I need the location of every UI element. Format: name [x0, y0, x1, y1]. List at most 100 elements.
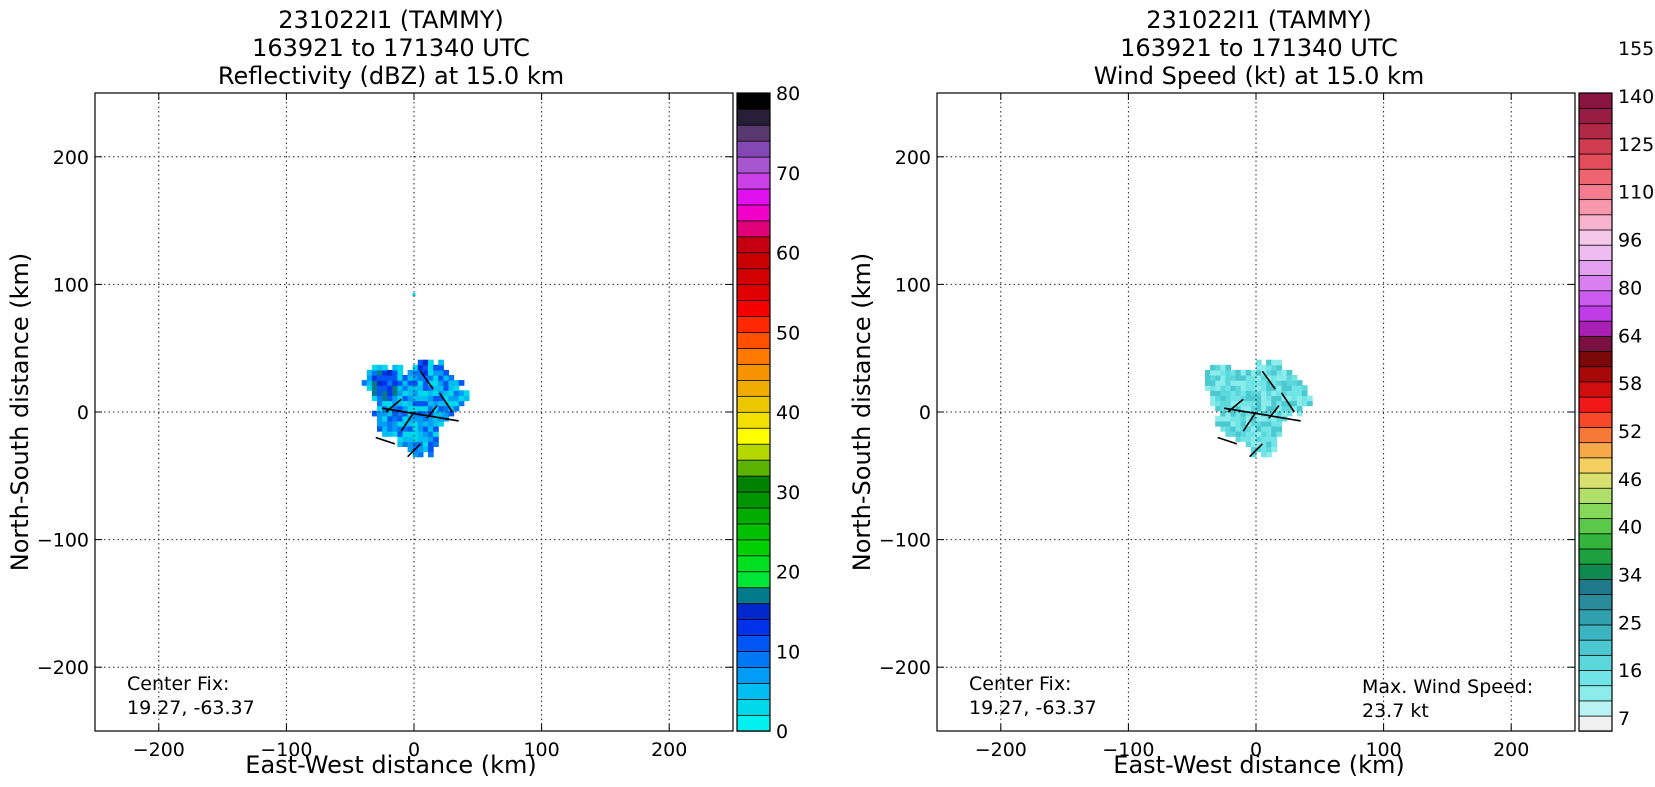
echo-cell — [1276, 415, 1283, 422]
echo-cell — [1256, 375, 1262, 381]
echo-cell — [1256, 436, 1262, 442]
x-tick-label: 200 — [651, 739, 687, 761]
echo-cell — [382, 410, 388, 417]
x-tick-label: 0 — [1250, 739, 1262, 761]
echo-cell — [433, 369, 439, 376]
wind-speed-plot-area: −200 −100 0 100 200 −200 −100 0 100 200 — [879, 92, 1576, 761]
echo-cell — [417, 436, 424, 442]
echo-cell — [392, 395, 398, 402]
echo-cell — [1266, 405, 1272, 412]
echo-cell — [1256, 385, 1262, 391]
echo-cell — [438, 369, 444, 376]
colorbar-bin — [736, 698, 771, 716]
echo-cell — [1220, 369, 1226, 376]
echo-cell — [433, 441, 439, 447]
echo-cell — [392, 390, 398, 396]
colorbar-tick-label: 20 — [776, 562, 800, 584]
x-tick-label: 100 — [1365, 739, 1401, 761]
echo-cell — [417, 431, 424, 437]
colorbar-bin — [1578, 472, 1613, 489]
echo-cell — [1261, 380, 1267, 386]
echo-cell — [1240, 415, 1247, 422]
echo-cell — [1230, 431, 1237, 437]
echo-cell — [1281, 375, 1288, 381]
echo-cell — [392, 420, 398, 427]
echo-cell — [1291, 405, 1298, 412]
echo-cell — [366, 369, 373, 376]
y-tick-label: 0 — [919, 402, 931, 424]
echo-cell — [1230, 415, 1237, 422]
colorbar-bin — [736, 108, 771, 126]
echo-cell — [402, 410, 409, 417]
echo-cell — [1220, 420, 1226, 427]
echo-cell — [443, 385, 449, 391]
echo-cell — [417, 451, 424, 458]
echo-cell — [1276, 410, 1283, 417]
echo-cell — [397, 369, 404, 376]
echo-cell — [392, 410, 398, 417]
wind-barb — [407, 443, 421, 458]
echo-cell — [428, 375, 434, 381]
echo-cell — [1256, 390, 1262, 396]
echo-cell — [1291, 385, 1298, 391]
echo-cell — [412, 420, 419, 427]
echo-cell — [1266, 441, 1272, 447]
echo-cell — [1240, 400, 1247, 407]
echo-cell — [1281, 369, 1288, 376]
echo-cell — [412, 369, 419, 376]
echo-cell — [407, 375, 414, 381]
echo-cell — [1210, 400, 1216, 407]
colorbar-bin — [736, 92, 771, 110]
echo-cell — [1230, 395, 1237, 402]
echo-cell — [382, 385, 388, 391]
echo-cell — [1291, 400, 1298, 407]
echo-cell — [366, 375, 373, 381]
echo-cell — [422, 380, 429, 386]
echo-cell — [1276, 390, 1283, 396]
echo-cell — [377, 369, 383, 376]
echo-cell — [1235, 385, 1242, 391]
echo-cell — [397, 426, 404, 432]
echo-cell — [1256, 364, 1262, 371]
echo-cell — [1245, 431, 1252, 437]
echo-cell — [1250, 415, 1257, 422]
echo-cell — [1271, 446, 1277, 453]
x-axis-label: East-West distance (km) — [245, 751, 536, 779]
colorbar-bin — [736, 603, 771, 621]
echo-cell — [1266, 390, 1272, 396]
echo-cell — [371, 364, 378, 371]
reflectivity-plot-area: −200 −100 0 100 200 −200 −100 0 100 200 — [37, 92, 734, 761]
echo-cell — [1296, 395, 1303, 402]
echo-cell — [1220, 364, 1226, 371]
echo-cell — [1296, 385, 1303, 391]
echo-cell — [1266, 451, 1272, 458]
colorbar-tick-label: 70 — [776, 163, 800, 185]
panel-title-line-1: 231022I1 (TAMMY) — [278, 6, 504, 34]
echo-cell — [1286, 395, 1293, 402]
echo-cell — [1261, 420, 1267, 427]
echo-cell — [422, 395, 429, 402]
echo-cell — [397, 364, 404, 371]
echo-cell — [1220, 426, 1226, 432]
echo-cell — [453, 400, 460, 407]
echo-cell — [1271, 405, 1277, 412]
colorbar-bin — [736, 379, 771, 397]
echo-cell — [387, 385, 393, 391]
echo-cell — [407, 441, 414, 447]
colorbar-tick-label: 60 — [776, 243, 800, 265]
echo-cell — [1240, 436, 1247, 442]
echo-cell — [1276, 400, 1283, 407]
echo-cell — [1261, 446, 1267, 453]
echo-cell — [1276, 375, 1283, 381]
colorbar-frame — [1578, 92, 1613, 732]
colorbar-bin — [1578, 669, 1613, 687]
colorbar-bin — [736, 220, 771, 238]
echo-cell — [1276, 405, 1283, 412]
echo-cell — [448, 390, 455, 396]
echo-cell — [1266, 385, 1272, 391]
echo-cell — [1301, 385, 1308, 391]
echo-cell — [1240, 390, 1247, 396]
echo-cell — [433, 431, 439, 437]
panel-title-line-2: 163921 to 171340 UTC — [252, 34, 530, 62]
echo-cell — [1245, 441, 1252, 447]
